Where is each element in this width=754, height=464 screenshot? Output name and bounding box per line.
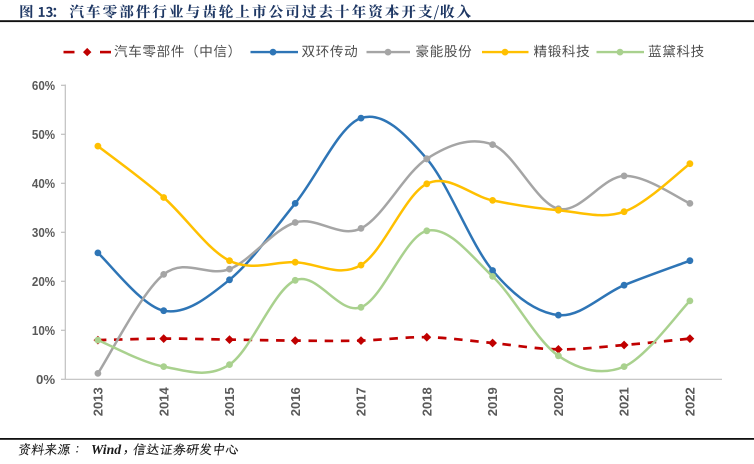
svg-text:2021: 2021 [617,387,632,416]
svg-text:2014: 2014 [156,387,171,417]
svg-text:40%: 40% [32,176,55,191]
svg-text:60%: 60% [32,78,55,93]
svg-text:2018: 2018 [419,387,434,416]
svg-text:2020: 2020 [551,387,566,416]
svg-text:2016: 2016 [288,387,303,416]
svg-text:50%: 50% [32,127,55,142]
svg-text:30%: 30% [32,225,55,240]
svg-text:Wind: Wind [91,442,122,457]
svg-text:2015: 2015 [222,387,237,416]
svg-text:2017: 2017 [354,387,369,416]
svg-text:20%: 20% [32,274,55,289]
svg-text:0%: 0% [36,372,55,387]
svg-text:2022: 2022 [683,387,698,416]
svg-text:2013: 2013 [91,387,106,416]
svg-text:2019: 2019 [485,387,500,416]
svg-text:10%: 10% [32,323,55,338]
